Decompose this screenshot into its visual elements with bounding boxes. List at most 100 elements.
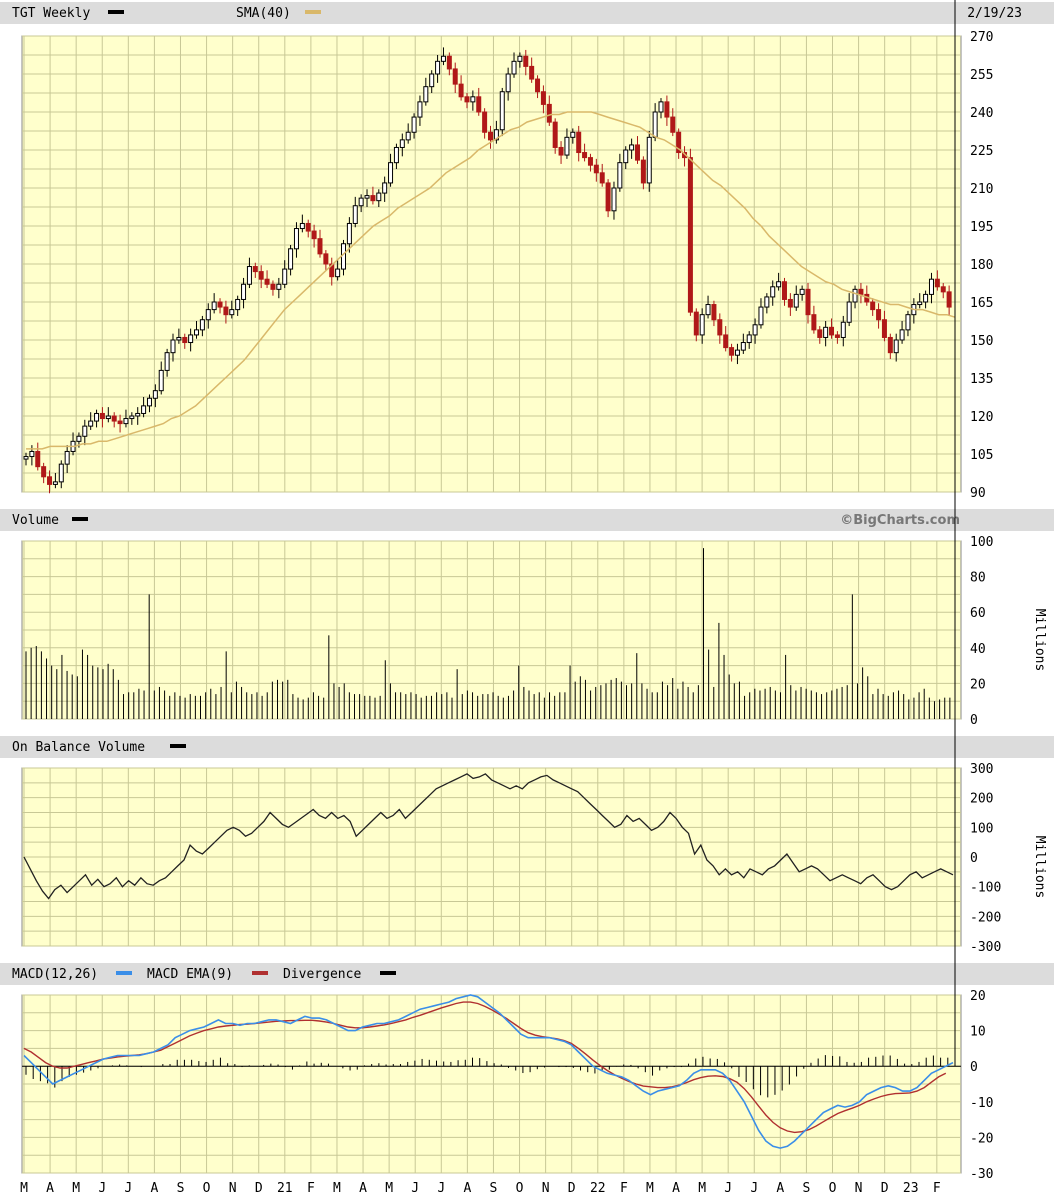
- candle-down: [270, 283, 276, 290]
- candle-down: [552, 121, 558, 148]
- x-axis-month-label: A: [776, 1181, 784, 1196]
- x-axis-month-label: F: [620, 1181, 628, 1196]
- price-header-bar: [0, 2, 1054, 24]
- candle-up: [440, 55, 446, 62]
- candle-up: [570, 131, 576, 138]
- x-axis-month-label: M: [20, 1181, 28, 1196]
- candle-down: [446, 55, 452, 70]
- x-axis-month-label: F: [307, 1181, 315, 1196]
- candle-up: [146, 397, 152, 407]
- x-axis-month-label: S: [803, 1181, 811, 1196]
- candle-up: [793, 293, 799, 308]
- x-axis-month-label: J: [724, 1181, 732, 1196]
- candle-up: [211, 301, 217, 311]
- candle-up: [564, 136, 570, 156]
- candle-up: [699, 314, 705, 336]
- x-axis-month-label: 21: [277, 1181, 293, 1196]
- candle-down: [523, 55, 529, 67]
- x-axis-month-label: A: [150, 1181, 158, 1196]
- x-axis-month-label: 23: [903, 1181, 919, 1196]
- candle-down: [676, 131, 682, 154]
- x-axis-month-label: D: [255, 1181, 263, 1196]
- candle-up: [194, 329, 200, 336]
- x-axis-month-label: A: [672, 1181, 680, 1196]
- candle-down: [834, 334, 840, 338]
- candle-down: [488, 131, 493, 141]
- macd-ytick-label: -20: [970, 1131, 993, 1146]
- obv-ytick-label: 300: [970, 762, 993, 777]
- x-axis-month-label: N: [229, 1181, 237, 1196]
- macd-ema-line: [23, 1001, 947, 1134]
- volume-ytick-label: 100: [970, 535, 993, 550]
- macd-ema-legend-swatch: [252, 971, 268, 975]
- candle-up: [152, 390, 158, 399]
- candle-down: [829, 326, 835, 336]
- candle-down: [587, 157, 593, 166]
- macd-panel: -30 -20 -10 0 10 20: [21, 0, 993, 1182]
- volume-panel: 0 20 40 60 80 100 Millions: [21, 535, 1047, 728]
- volume-header-bar: [0, 509, 1054, 531]
- candle-up: [770, 286, 776, 298]
- volume-legend-swatch: [72, 517, 88, 521]
- candle-down: [817, 329, 823, 338]
- price-ytick-label: 150: [970, 334, 993, 349]
- price-ytick-label: 120: [970, 410, 993, 425]
- candle-up: [188, 334, 194, 344]
- macd-line: [23, 994, 954, 1149]
- candle-down: [317, 238, 323, 255]
- price-ytick-label: 165: [970, 296, 993, 311]
- x-axis-month-label: F: [933, 1181, 941, 1196]
- candle-up: [388, 162, 394, 184]
- obv-ytick-label: -100: [970, 881, 1001, 896]
- candle-down: [47, 476, 53, 485]
- candle-down: [717, 319, 723, 336]
- candle-up: [399, 139, 405, 148]
- macd-ytick-label: 0: [970, 1060, 978, 1075]
- candle-up: [135, 412, 141, 417]
- candle-down: [811, 314, 817, 331]
- candle-down: [876, 309, 882, 321]
- candle-up: [88, 420, 94, 427]
- volume-ytick-label: 40: [970, 642, 986, 657]
- candle-up: [852, 288, 858, 303]
- candle-down: [258, 271, 264, 280]
- candle-up: [346, 222, 352, 245]
- candle-down: [217, 301, 223, 308]
- price-ytick-label: 270: [970, 30, 993, 45]
- candle-up: [170, 339, 176, 354]
- price-ytick-label: 225: [970, 144, 993, 159]
- candle-down: [870, 301, 876, 311]
- candle-up: [176, 336, 182, 341]
- candle-up: [705, 304, 711, 316]
- candle-down: [546, 103, 552, 123]
- volume-ytick-label: 80: [970, 571, 986, 586]
- x-axis-month-label: J: [411, 1181, 419, 1196]
- candle-up: [393, 146, 399, 164]
- obv-unit-label: Millions: [1032, 836, 1047, 899]
- candle-up: [905, 314, 911, 331]
- volume-label: Volume: [12, 513, 59, 528]
- candle-down: [329, 263, 335, 278]
- candle-up: [776, 281, 782, 288]
- candle-up: [293, 228, 299, 250]
- candle-up: [364, 195, 370, 199]
- candle-up: [105, 415, 111, 420]
- sma-legend-swatch: [305, 10, 321, 14]
- candle-down: [535, 78, 541, 93]
- candle-up: [205, 309, 211, 321]
- candle-up: [799, 288, 805, 295]
- candle-up: [246, 266, 252, 285]
- candle-down: [664, 101, 670, 118]
- candle-down: [670, 116, 676, 133]
- price-ytick-label: 135: [970, 372, 993, 387]
- candle-down: [452, 68, 458, 85]
- candle-up: [199, 319, 205, 331]
- price-ytick-label: 90: [970, 486, 986, 501]
- candle-up: [752, 324, 758, 336]
- candle-up: [758, 306, 764, 326]
- macd-ytick-label: 10: [970, 1025, 986, 1040]
- x-axis-month-label: D: [568, 1181, 576, 1196]
- volume-ytick-label: 20: [970, 677, 986, 692]
- candle-up: [429, 73, 435, 88]
- candle-down: [540, 91, 546, 105]
